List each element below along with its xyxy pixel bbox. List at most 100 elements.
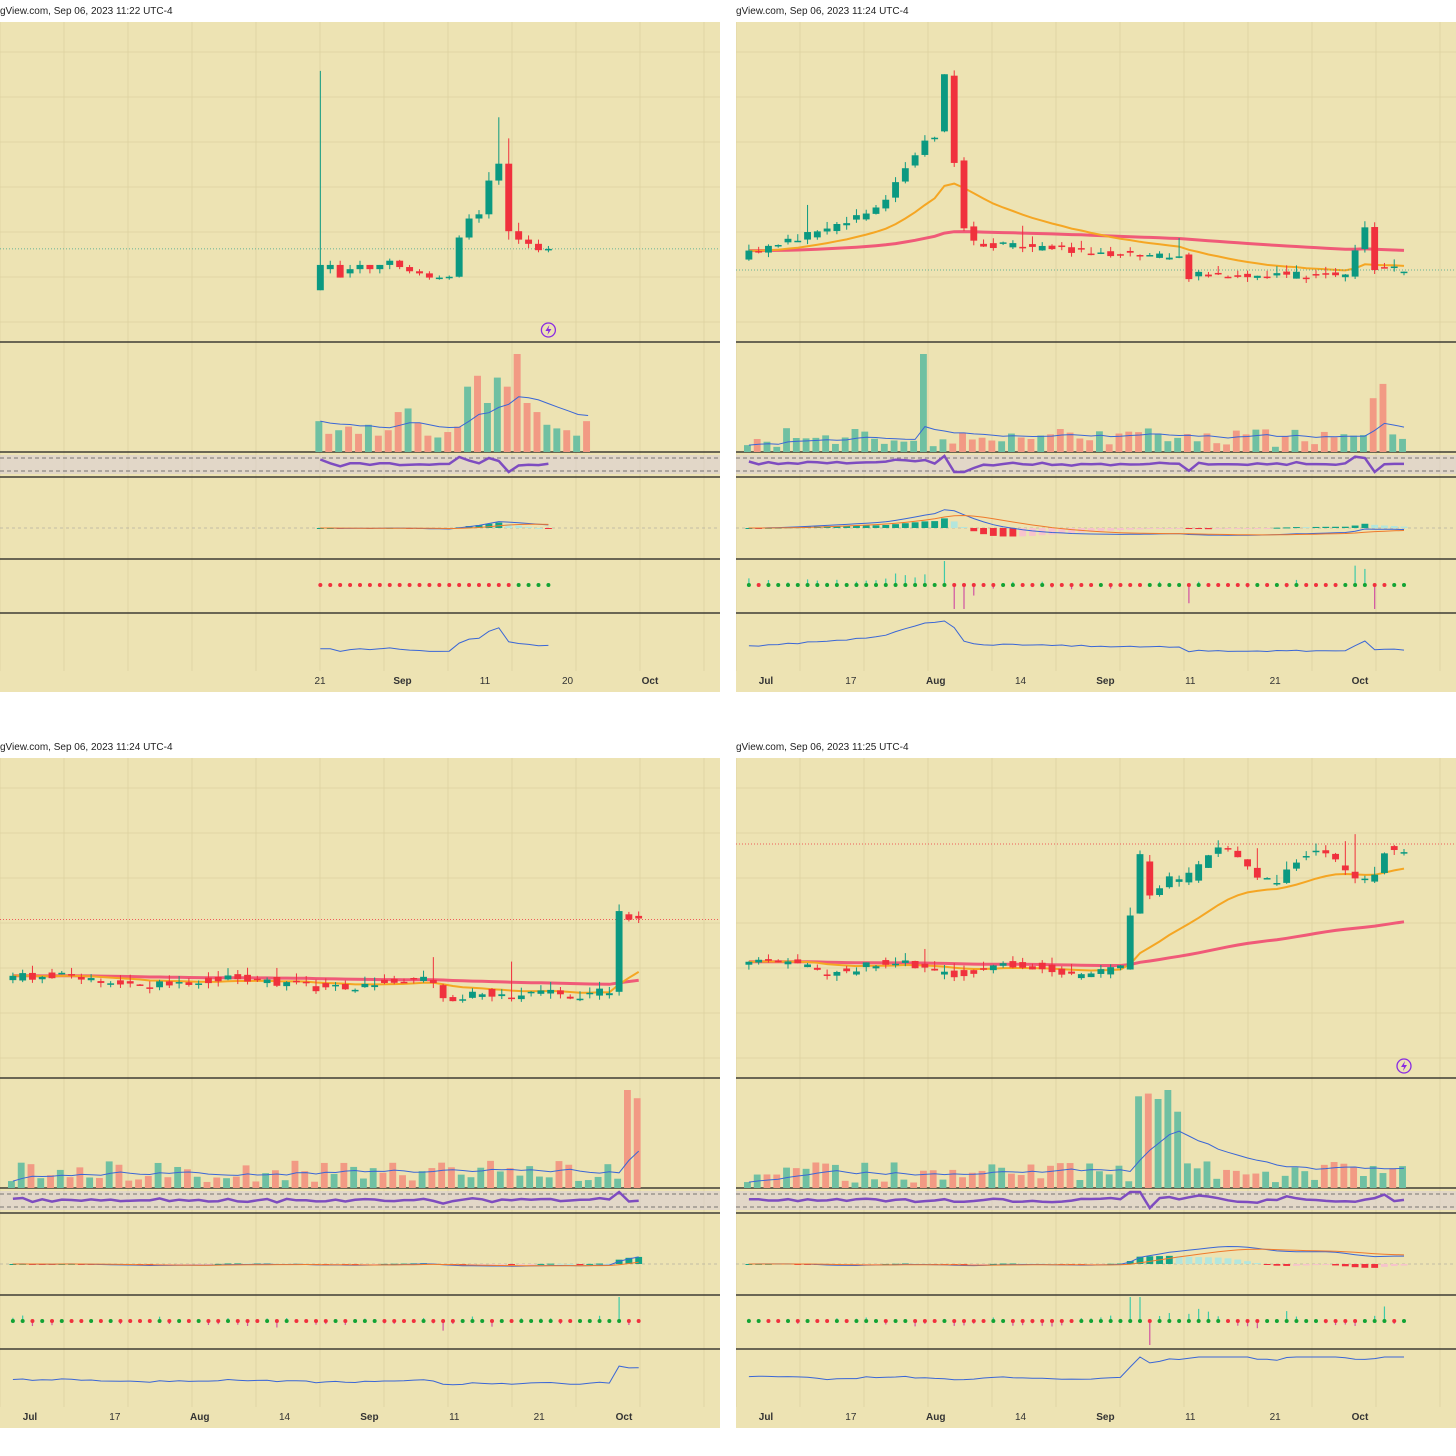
candle-body	[410, 977, 418, 980]
volume-bar	[773, 446, 781, 452]
volume-bar	[193, 1176, 201, 1188]
squeeze-dot	[274, 1319, 279, 1323]
macd-histogram-bar	[1263, 1264, 1271, 1265]
candle-body	[1381, 267, 1388, 269]
candle-body	[1136, 255, 1144, 257]
macd-histogram-bar	[1302, 527, 1310, 529]
volume-bar	[503, 386, 511, 452]
macd-histogram-bar	[1322, 1264, 1330, 1266]
volume-bar	[1252, 429, 1260, 452]
volume-bar	[959, 1177, 966, 1188]
squeeze-dot	[844, 1319, 849, 1323]
macd-histogram-bar	[557, 1263, 564, 1265]
chart-svg[interactable]: Jul 17 Aug 14 Sep 11 21 Oct	[736, 22, 1456, 692]
candle-body	[29, 972, 36, 980]
volume-bar	[763, 1174, 771, 1188]
volume-bar	[1144, 1093, 1152, 1188]
candle-body	[1077, 974, 1085, 979]
candle-body	[862, 213, 870, 220]
squeeze-dot	[1304, 583, 1309, 587]
volume-bar	[1056, 429, 1064, 452]
volume-bar	[330, 1173, 338, 1188]
squeeze-dot	[108, 1319, 113, 1323]
volume-bar	[464, 386, 472, 452]
rsi-line	[12, 1190, 639, 1205]
volume-ma-line	[320, 396, 589, 429]
macd-histogram-bar	[224, 1263, 232, 1265]
x-tick-label: 11	[1185, 1412, 1196, 1423]
candle-body	[615, 911, 623, 992]
candle-body	[557, 990, 564, 995]
macd-histogram-bar	[234, 1263, 242, 1265]
volume-bar	[1047, 434, 1054, 452]
macd-histogram-bar	[901, 523, 909, 528]
macd-histogram-bar	[1341, 526, 1349, 528]
squeeze-dot	[834, 1319, 839, 1323]
candle-body	[1371, 874, 1379, 882]
chart-svg[interactable]: 21 Sep 11 20 Oct	[0, 22, 720, 692]
volume-bar	[454, 426, 462, 452]
x-tick-label: Sep	[360, 1412, 378, 1423]
volume-bar	[315, 421, 323, 452]
candle-body	[1185, 872, 1193, 883]
candle-body	[1058, 968, 1066, 975]
candle-body	[1322, 850, 1330, 854]
volume-bar	[389, 1162, 397, 1188]
signal-line	[748, 1248, 1405, 1266]
squeeze-dot	[893, 1319, 898, 1323]
squeeze-dot	[1020, 1319, 1025, 1323]
macd-histogram-bar	[1175, 528, 1183, 529]
macd-histogram-bar	[505, 524, 513, 528]
volume-bar	[584, 1180, 592, 1188]
volume-bar	[1056, 1163, 1064, 1188]
volume-bar	[1086, 1163, 1094, 1188]
candle-body	[1146, 861, 1154, 896]
squeeze-dot	[1138, 1319, 1142, 1323]
volume-bar	[350, 1166, 358, 1188]
macd-histogram-bar	[999, 1263, 1007, 1265]
volume-bar	[792, 1168, 800, 1188]
candle-body	[1312, 274, 1320, 276]
candle-body	[596, 988, 603, 996]
candle-body	[505, 163, 513, 232]
volume-bar	[959, 432, 966, 452]
macd-histogram-bar	[566, 1263, 574, 1265]
squeeze-dot	[353, 1319, 358, 1323]
squeeze-dot	[942, 1319, 947, 1323]
chart-svg[interactable]: Jul 17 Aug 14 Sep 11 21 Oct	[736, 758, 1456, 1428]
squeeze-dot	[825, 1319, 830, 1323]
squeeze-dot	[1333, 583, 1338, 587]
squeeze-dot	[597, 1319, 602, 1323]
candle-body	[625, 914, 633, 920]
volume-bar	[890, 1162, 898, 1188]
squeeze-dot	[786, 1319, 790, 1323]
squeeze-dot	[1255, 1319, 1260, 1323]
chart-svg[interactable]: Jul 17 Aug 14 Sep 11 21 Oct	[0, 758, 720, 1428]
macd-histogram-bar	[1390, 525, 1398, 528]
x-tick-label: Aug	[926, 1412, 945, 1423]
macd-histogram-bar	[605, 1263, 613, 1265]
candle-body	[406, 267, 414, 272]
squeeze-dot	[1157, 1319, 1162, 1323]
volume-bar	[1037, 435, 1045, 452]
squeeze-dot	[883, 583, 888, 587]
macd-histogram-bar	[1107, 528, 1115, 531]
candle-body	[813, 967, 821, 970]
volume-bar	[1017, 437, 1025, 452]
candle-body	[1165, 876, 1173, 888]
volume-bar	[17, 1162, 25, 1188]
candle-body	[1117, 254, 1124, 256]
candle-body	[465, 218, 473, 238]
squeeze-dot	[568, 1319, 573, 1323]
macd-histogram-bar	[1214, 528, 1222, 530]
macd-histogram-bar	[882, 524, 890, 528]
x-tick-label: 14	[1015, 676, 1027, 687]
candle-body	[1400, 852, 1408, 854]
chart-background	[736, 758, 1456, 1428]
candle-body	[371, 985, 379, 988]
rsi-line	[319, 455, 549, 474]
candle-body	[1351, 871, 1359, 879]
chart-panel-bottom-right: gView.com, Sep 06, 2023 11:25 UTC-4 Jul 1…	[736, 736, 1456, 1428]
candle-body	[999, 963, 1007, 966]
x-tick-label: 17	[845, 1412, 857, 1423]
